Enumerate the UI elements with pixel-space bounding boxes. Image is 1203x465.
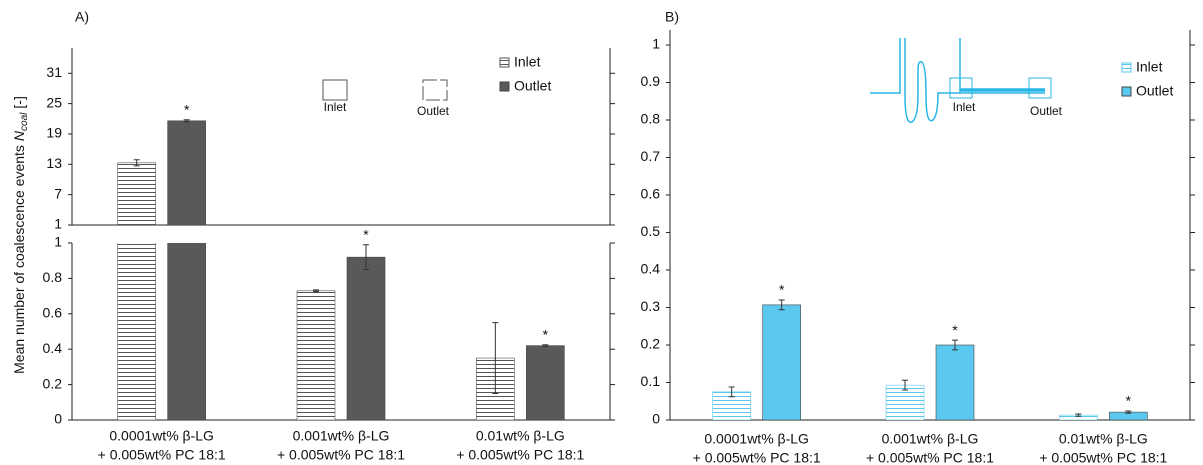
error-bar — [778, 299, 785, 311]
x-tick-label: 0.001wt% β-LG — [882, 431, 979, 447]
bar — [346, 256, 386, 420]
x-tick-label: + 0.005wt% PC 18:1 — [1039, 450, 1167, 465]
error-bar — [313, 289, 319, 293]
y-tick-label: 31 — [46, 64, 62, 80]
panel-title: A) — [75, 9, 89, 25]
inset-label: Inlet — [324, 100, 347, 114]
legend-label: Inlet — [514, 54, 541, 70]
y-tick-label: 1 — [54, 216, 62, 232]
bar — [117, 243, 156, 420]
bar — [167, 243, 206, 420]
plot-area — [712, 304, 1148, 420]
panel-title: B) — [665, 9, 679, 25]
y-tick-label: 0.6 — [43, 305, 63, 321]
error-bar — [542, 344, 549, 348]
x-tick-label: + 0.005wt% PC 18:1 — [693, 450, 821, 465]
bar — [296, 290, 336, 420]
y-tick-label: 0.8 — [43, 269, 63, 285]
significance-marker: * — [543, 326, 549, 342]
x-tick-label: + 0.005wt% PC 18:1 — [866, 450, 994, 465]
plot-area — [117, 120, 206, 225]
significance-marker: * — [952, 322, 958, 338]
y-label-text: Mean number of coalescence events — [11, 145, 27, 374]
y-tick-label: 13 — [46, 155, 62, 171]
y-tick-label: 0 — [54, 411, 62, 427]
error-bar — [902, 379, 908, 391]
legend-swatch — [1121, 86, 1132, 97]
error-bar — [1075, 413, 1082, 417]
error-bar — [492, 322, 499, 394]
bar — [762, 304, 801, 420]
inlet-window — [949, 77, 973, 99]
y-label-unit: [-] — [11, 96, 27, 108]
significance-marker: * — [1126, 393, 1132, 409]
bar — [526, 345, 565, 420]
error-bar — [133, 159, 140, 167]
inset-label: Outlet — [417, 104, 450, 118]
y-axis-label: Mean number of coalescence events Ncoal [-… — [11, 96, 30, 374]
x-tick-label: + 0.005wt% PC 18:1 — [277, 447, 405, 463]
x-tick-label: + 0.005wt% PC 18:1 — [98, 447, 226, 463]
significance-marker: * — [779, 282, 785, 298]
x-tick-label: 0.01wt% β-LG — [476, 428, 565, 444]
error-bar — [952, 339, 958, 351]
y-tick-label: 25 — [46, 94, 62, 110]
y-tick-label: 7 — [54, 185, 62, 201]
y-tick-label: 0.2 — [641, 336, 661, 352]
x-tick-label: 0.001wt% β-LG — [293, 428, 390, 444]
y-tick-label: 0.5 — [641, 223, 661, 239]
y-tick-label: 0.8 — [641, 111, 661, 127]
x-tick-label: + 0.005wt% PC 18:1 — [456, 447, 584, 463]
legend-swatch — [1121, 62, 1132, 73]
x-tick-label: 0.0001wt% β-LG — [704, 431, 809, 447]
legend-label: Outlet — [514, 78, 551, 94]
bar — [167, 120, 206, 225]
error-bar — [1125, 410, 1132, 414]
y-label-symbol: N — [11, 130, 27, 141]
inset-b — [870, 38, 1052, 123]
y-tick-label: 0.4 — [43, 340, 63, 356]
y-tick-label: 0.2 — [43, 375, 63, 391]
bar — [117, 162, 156, 225]
x-tick-label: 0.0001wt% β-LG — [109, 428, 214, 444]
outlet-window — [422, 79, 448, 101]
error-bar — [183, 119, 190, 123]
y-tick-label: 0.4 — [641, 261, 661, 277]
outlet-window — [1028, 77, 1052, 99]
y-tick-label: 0.9 — [641, 73, 661, 89]
inset-a — [322, 79, 448, 101]
legend-label: Inlet — [1136, 59, 1163, 75]
bar — [885, 384, 925, 420]
y-tick-label: 0.7 — [641, 148, 661, 164]
inset-label: Outlet — [1030, 104, 1063, 118]
inlet-window — [322, 79, 348, 101]
y-tick-label: 1 — [652, 36, 660, 52]
y-label-subscript: coal — [19, 112, 30, 131]
legend-label: Outlet — [1136, 83, 1173, 99]
error-bar — [363, 244, 369, 271]
significance-marker: * — [184, 102, 190, 118]
error-bar — [728, 386, 735, 398]
y-tick-label: 0.3 — [641, 298, 661, 314]
y-tick-label: 0.1 — [641, 373, 661, 389]
y-tick-label: 19 — [46, 125, 62, 141]
x-tick-label: 0.01wt% β-LG — [1059, 431, 1148, 447]
legend-swatch — [499, 81, 510, 92]
y-tick-label: 0.6 — [641, 186, 661, 202]
bar — [935, 344, 975, 420]
y-tick-label: 1 — [54, 234, 62, 250]
channel — [870, 38, 1045, 123]
significance-marker: * — [363, 226, 369, 242]
y-tick-label: 0 — [652, 411, 660, 427]
inset-label: Inlet — [953, 100, 976, 114]
legend-swatch — [499, 57, 510, 68]
